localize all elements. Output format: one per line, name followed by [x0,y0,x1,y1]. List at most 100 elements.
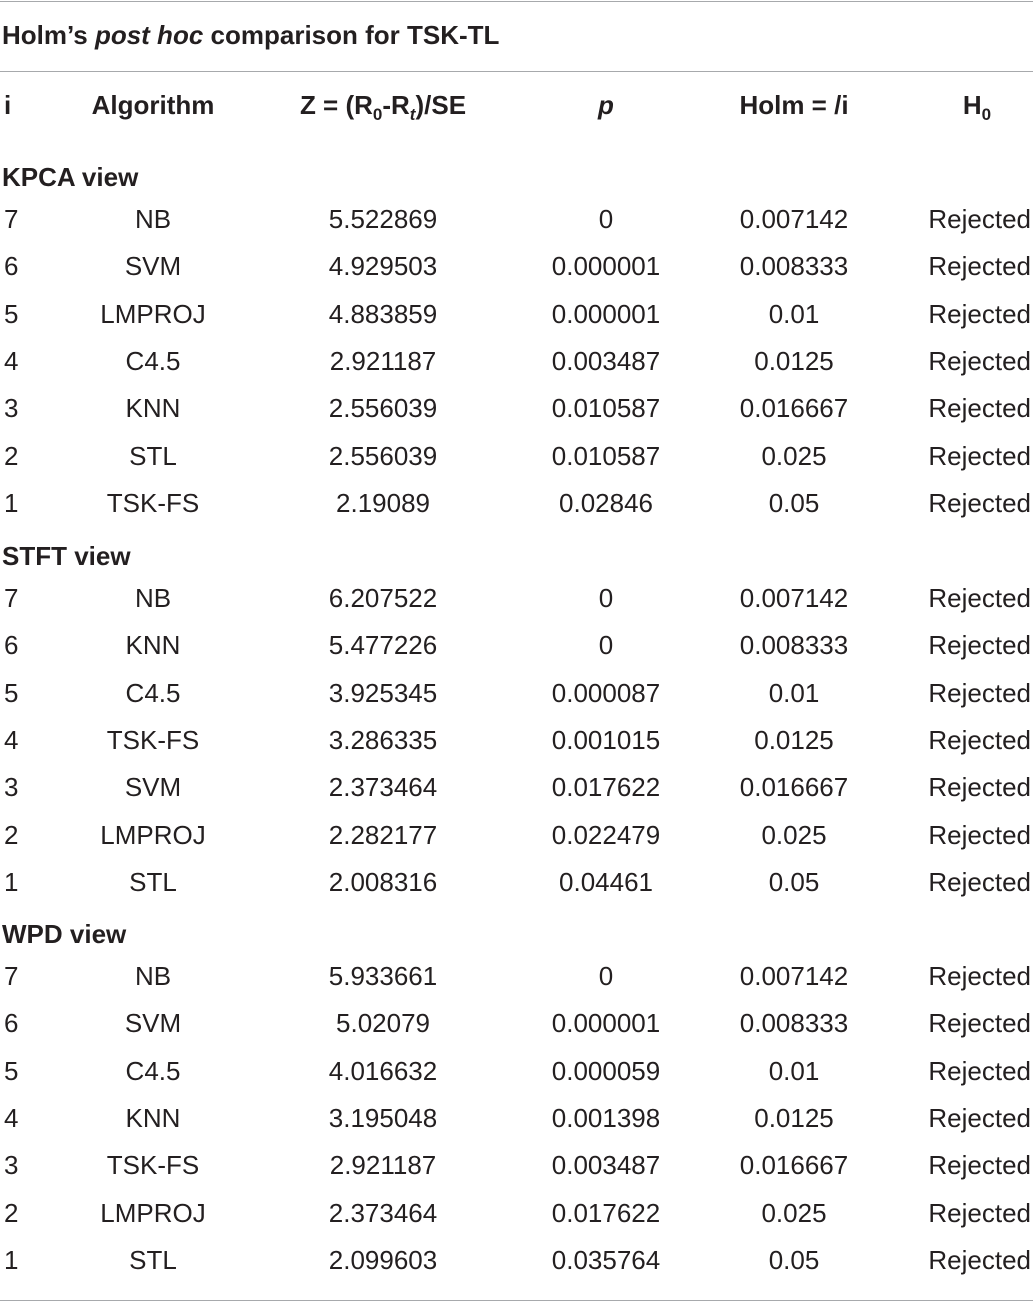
cell-z: 2.099603 [328,1244,438,1275]
cell-algorithm: SVM [124,772,182,803]
table-row: 5 LMPROJ 4.883859 0.000001 0.01 Rejected [0,297,1033,331]
cell-algorithm: TSK-FS [106,487,200,518]
cell-i: 4 [4,724,19,755]
cell-h0: Rejected [928,345,1031,376]
table-row: 6 SVM 4.929503 0.000001 0.008333 Rejected [0,249,1033,283]
table-row: 4 TSK-FS 3.286335 0.001015 0.0125 Rejected [0,723,1033,757]
cell-i: 2 [4,1197,19,1228]
header-i: i [4,90,12,120]
table-row: 4 KNN 3.195048 0.001398 0.0125 Rejected [0,1101,1033,1135]
cell-h0: Rejected [928,772,1031,803]
cell-z: 2.19089 [336,487,430,518]
cell-algorithm: LMPROJ [100,298,206,329]
title-text-start: Holm’s [2,20,95,50]
cell-p: 0.000001 [551,298,661,329]
cell-holm: 0.05 [768,866,820,897]
cell-z: 3.925345 [328,677,438,708]
cell-p: 0.02846 [559,487,653,518]
cell-algorithm: STL [129,1244,177,1275]
cell-p: 0.000001 [551,1008,661,1039]
header-z-subt: t [409,105,416,124]
cell-algorithm: NB [134,204,172,234]
table-row: 1 STL 2.099603 0.035764 0.05 Rejected [0,1243,1033,1277]
header-z-suffix: )/SE [415,90,467,120]
cell-i: 4 [4,1102,19,1133]
header-z-prefix: Z = (R [299,90,373,120]
cell-h0: Rejected [928,1008,1031,1039]
cell-z: 5.02079 [336,1008,430,1039]
title-rule [0,71,1033,72]
top-rule [0,1,1033,2]
header-p: p [598,90,614,120]
cell-p: 0.001398 [551,1102,661,1133]
cell-algorithm: C4.5 [125,1055,181,1086]
cell-h0: Rejected [928,961,1031,991]
cell-p: 0.000059 [551,1055,661,1086]
cell-holm: 0.008333 [739,630,849,661]
header-algorithm: Algorithm [91,90,215,120]
cell-algorithm: SVM [124,251,182,282]
header-h0-sub: 0 [981,105,992,124]
cell-z: 4.016632 [328,1055,438,1086]
cell-algorithm: NB [134,583,172,613]
cell-holm: 0.007142 [739,961,849,991]
cell-z: 6.207522 [328,583,438,613]
cell-h0: Rejected [928,866,1031,897]
cell-p: 0.04461 [559,866,653,897]
table-row: 7 NB 5.522869 0 0.007142 Rejected [0,202,1033,236]
cell-holm: 0.007142 [739,204,849,234]
cell-p: 0.000001 [551,251,661,282]
cell-i: 1 [4,487,19,518]
cell-algorithm: TSK-FS [106,724,200,755]
cell-z: 2.282177 [328,819,438,850]
table-row: 2 LMPROJ 2.282177 0.022479 0.025 Rejected [0,818,1033,852]
header-h0: H0 [963,90,991,125]
cell-algorithm: SVM [124,1008,182,1039]
table-row: 5 C4.5 3.925345 0.000087 0.01 Rejected [0,676,1033,710]
cell-h0: Rejected [928,298,1031,329]
cell-algorithm: STL [129,440,177,471]
cell-p: 0 [598,961,614,991]
cell-i: 3 [4,772,19,803]
cell-z: 5.477226 [328,630,438,661]
cell-p: 0.017622 [551,772,661,803]
table-row: 5 C4.5 4.016632 0.000059 0.01 Rejected [0,1054,1033,1088]
cell-h0: Rejected [928,1150,1031,1181]
table-title: Holm’s post hoc comparison for TSK-TL [2,20,499,51]
table-row: 4 C4.5 2.921187 0.003487 0.0125 Rejected [0,344,1033,378]
cell-p: 0.010587 [551,440,661,471]
cell-i: 3 [4,1150,19,1181]
cell-h0: Rejected [928,251,1031,282]
cell-p: 0.001015 [551,724,661,755]
cell-holm: 0.0125 [754,1102,834,1133]
cell-i: 7 [4,583,19,613]
section-label: WPD view [2,919,127,949]
cell-algorithm: KNN [125,393,181,424]
section-label: STFT view [2,541,131,571]
cell-holm: 0.008333 [739,1008,849,1039]
cell-holm: 0.05 [768,1244,820,1275]
cell-h0: Rejected [928,583,1031,613]
table-row: 6 KNN 5.477226 0 0.008333 Rejected [0,628,1033,662]
cell-holm: 0.05 [768,487,820,518]
cell-holm: 0.0125 [754,724,834,755]
cell-z: 2.556039 [328,440,438,471]
cell-z: 2.921187 [329,1150,437,1181]
cell-p: 0 [598,204,614,234]
cell-h0: Rejected [928,440,1031,471]
cell-i: 1 [4,866,19,897]
cell-p: 0.003487 [551,345,661,376]
cell-h0: Rejected [928,204,1031,234]
cell-h0: Rejected [928,393,1031,424]
title-text-italic: post hoc [94,20,204,50]
cell-i: 4 [4,345,19,376]
table-row: 3 TSK-FS 2.921187 0.003487 0.016667 Rejected [0,1148,1033,1182]
cell-algorithm: TSK-FS [106,1150,200,1181]
cell-h0: Rejected [928,630,1031,661]
cell-holm: 0.025 [761,1197,827,1228]
cell-h0: Rejected [928,1244,1031,1275]
cell-holm: 0.01 [768,1055,820,1086]
cell-i: 7 [4,204,19,234]
cell-algorithm: LMPROJ [100,819,206,850]
cell-holm: 0.007142 [739,583,849,613]
